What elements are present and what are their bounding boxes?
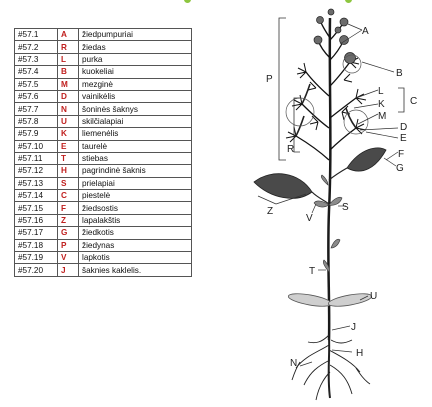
legend-number: #57.14	[14, 189, 58, 203]
label-v: V	[306, 213, 313, 224]
label-b: B	[396, 68, 403, 79]
legend-name: žiedas	[78, 40, 192, 54]
label-k: K	[378, 99, 385, 110]
siliques	[295, 83, 357, 137]
brackets	[278, 17, 405, 161]
lateral-roots	[291, 334, 371, 401]
label-t: T	[309, 266, 315, 277]
legend-name: piestelė	[78, 189, 192, 203]
legend-name: žiedynas	[78, 238, 192, 253]
label-p: P	[266, 74, 273, 85]
label-c: C	[410, 96, 417, 107]
legend-number: #57.10	[14, 139, 58, 153]
petioles	[311, 167, 348, 205]
stipules	[313, 174, 343, 273]
label-j: J	[351, 322, 356, 333]
legend-number: #57.12	[14, 164, 58, 178]
legend-name: šaknies kaklelis.	[78, 263, 192, 277]
legend-name: žiedsostis	[78, 201, 192, 215]
legend-name: pagrindinė šaknis	[78, 164, 192, 178]
cotyledons	[287, 293, 373, 307]
label-r: R	[287, 144, 294, 155]
legend-letter: J	[57, 263, 79, 277]
legend-name: taurelė	[78, 139, 192, 153]
legend-name: prielapiai	[78, 176, 192, 191]
label-u: U	[370, 291, 377, 302]
taproot	[327, 337, 331, 399]
legend-name: lapalakštis	[78, 213, 192, 228]
legend-name: žiedkotis	[78, 226, 192, 240]
legend-name: žiedpumpuriai	[78, 27, 192, 42]
label-h: H	[356, 348, 363, 359]
label-g: G	[396, 163, 404, 174]
leader-lines	[257, 23, 399, 367]
legend-letter: F	[57, 201, 79, 215]
label-f: F	[398, 149, 404, 160]
legend-name: stiebas	[78, 151, 192, 166]
legend-name: liemenėlis	[78, 127, 192, 141]
label-n: N	[290, 358, 297, 369]
legend-number: #57.9	[14, 127, 58, 141]
leaf-blade	[253, 147, 387, 199]
top-decoration-left	[184, 0, 191, 3]
label-m: M	[378, 111, 386, 122]
legend-number: #57.17	[14, 226, 58, 240]
flower-buds	[313, 8, 356, 64]
label-a: A	[362, 26, 369, 37]
label-l: L	[378, 86, 384, 97]
main-stem	[327, 17, 332, 341]
label-d: D	[400, 122, 407, 133]
flowers	[285, 52, 367, 143]
label-e: E	[400, 133, 407, 144]
top-decoration-right	[345, 0, 352, 3]
label-s: S	[342, 202, 349, 213]
label-z: Z	[267, 206, 273, 217]
